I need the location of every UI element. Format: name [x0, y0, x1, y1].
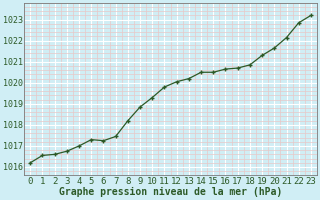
X-axis label: Graphe pression niveau de la mer (hPa): Graphe pression niveau de la mer (hPa) [59, 187, 282, 197]
